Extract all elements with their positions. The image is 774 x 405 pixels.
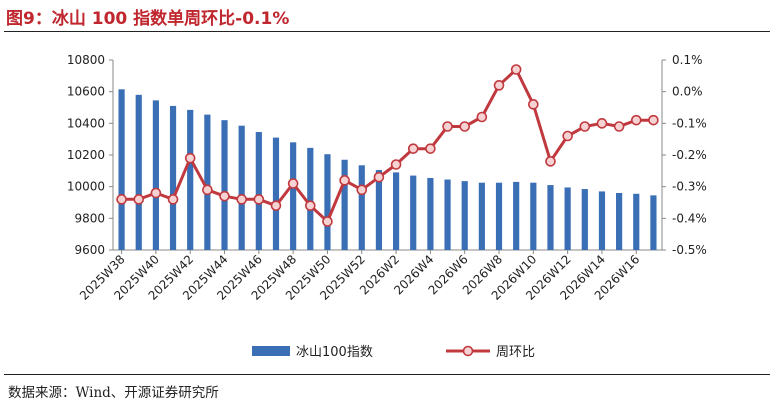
left-axis-tick-label: 10400 bbox=[67, 116, 105, 130]
left-axis-tick-label: 9600 bbox=[74, 243, 105, 257]
bar-2025W48 bbox=[290, 142, 297, 250]
point-2026W15 bbox=[613, 121, 625, 132]
source-rule bbox=[4, 374, 770, 375]
point-2025W39 bbox=[133, 194, 145, 205]
point-2026W2 bbox=[390, 159, 402, 170]
point-2026W3 bbox=[407, 143, 419, 154]
legend-label-wow: 周环比 bbox=[496, 345, 535, 360]
point-2026W6 bbox=[459, 121, 471, 132]
bar-2026W1 bbox=[375, 170, 383, 250]
bar-2026W16 bbox=[633, 193, 640, 250]
bar-2026W7 bbox=[478, 182, 485, 250]
point-2026W12 bbox=[562, 130, 573, 142]
x-axis-labels: 2025W382025W402025W422025W442025W462025W… bbox=[77, 252, 642, 303]
point-2026W11 bbox=[545, 156, 556, 167]
bar-2025W52 bbox=[358, 165, 365, 250]
bar-2026W12 bbox=[564, 187, 571, 250]
point-2025W52 bbox=[356, 184, 368, 196]
left-axis-tick-label: 10200 bbox=[67, 148, 105, 162]
bar-2026W6 bbox=[461, 181, 468, 250]
point-2025W42 bbox=[184, 152, 196, 164]
point-2026W16 bbox=[630, 114, 642, 126]
point-2025W40 bbox=[150, 187, 162, 199]
source-note: 数据来源：Wind、开源证券研究所 bbox=[8, 385, 219, 401]
point-2026W9 bbox=[510, 64, 522, 75]
point-2026W14 bbox=[596, 118, 608, 129]
bar-series bbox=[118, 89, 657, 251]
right-axis-tick-label: -0.3% bbox=[672, 180, 707, 194]
point-2026W5 bbox=[442, 121, 453, 132]
legend-swatch-marker bbox=[462, 345, 474, 357]
left-axis-tick-label: 10800 bbox=[67, 53, 105, 67]
point-2025W44 bbox=[219, 190, 230, 202]
point-2025W48 bbox=[287, 178, 299, 189]
point-2025W47 bbox=[270, 200, 282, 211]
bar-2025W41 bbox=[169, 105, 177, 251]
point-2026W4 bbox=[425, 143, 436, 154]
point-2026W10 bbox=[528, 99, 539, 110]
bar-2026W15 bbox=[616, 193, 623, 250]
point-2025W50 bbox=[322, 216, 333, 227]
bar-2025W40 bbox=[152, 100, 159, 250]
left-axis-tick-label: 10000 bbox=[67, 180, 105, 194]
bar-2025W38 bbox=[118, 89, 125, 251]
point-2025W45 bbox=[236, 194, 247, 205]
right-axis-tick-label: 0.1% bbox=[672, 53, 703, 67]
point-2025W38 bbox=[116, 194, 127, 205]
point-2025W51 bbox=[339, 175, 350, 186]
bar-2026W11 bbox=[547, 185, 554, 250]
right-axis-labels: 0.1% 0.0% -0.1% -0.2% -0.3% -0.4% -0.5% bbox=[672, 53, 707, 257]
legend: 冰山100指数 周环比 bbox=[252, 345, 535, 360]
bar-2025W51 bbox=[341, 159, 348, 250]
right-axis-tick-label: -0.4% bbox=[672, 211, 707, 225]
right-axis-tick-label: -0.5% bbox=[672, 243, 707, 257]
legend-label-index: 冰山100指数 bbox=[296, 345, 373, 360]
point-2025W49 bbox=[304, 200, 316, 211]
bar-2026W10 bbox=[530, 182, 537, 250]
bar-2026W17 bbox=[650, 195, 657, 250]
right-axis-tick-label: -0.2% bbox=[672, 148, 707, 162]
left-axis-tick-label: 10600 bbox=[67, 85, 105, 99]
right-axis-tick-label: -0.1% bbox=[672, 116, 707, 130]
line-series bbox=[116, 64, 659, 227]
chart-title: 图9：冰山 100 指数单周环比-0.1% bbox=[6, 9, 290, 29]
bar-2025W47 bbox=[272, 137, 280, 250]
bar-2026W14 bbox=[598, 191, 606, 250]
point-2026W7 bbox=[476, 111, 488, 123]
legend-swatch-index bbox=[252, 346, 290, 356]
bar-2026W8 bbox=[495, 182, 503, 250]
bar-2025W44 bbox=[221, 120, 228, 251]
bar-2025W46 bbox=[255, 132, 262, 250]
bar-2025W49 bbox=[307, 147, 314, 250]
point-2026W8 bbox=[493, 80, 505, 91]
bar-2025W42 bbox=[187, 109, 194, 250]
bar-2025W43 bbox=[204, 114, 211, 250]
title-rule bbox=[4, 31, 770, 32]
left-axis-tick-label: 9800 bbox=[74, 211, 105, 225]
bar-2026W3 bbox=[410, 175, 417, 250]
point-2025W41 bbox=[167, 194, 179, 205]
point-2026W17 bbox=[648, 114, 659, 126]
point-2026W1 bbox=[373, 171, 385, 183]
wow-line bbox=[121, 68, 654, 223]
bar-2026W13 bbox=[581, 189, 588, 250]
right-axis-tick-label: 0.0% bbox=[672, 85, 703, 99]
bar-2026W4 bbox=[427, 177, 434, 250]
bar-2026W2 bbox=[392, 172, 400, 250]
left-axis-labels: 10800 10600 10400 10200 10000 9800 9600 bbox=[67, 53, 105, 257]
point-2025W46 bbox=[253, 194, 265, 205]
point-2026W13 bbox=[579, 121, 591, 132]
bar-2025W39 bbox=[135, 94, 142, 250]
bar-2025W50 bbox=[324, 154, 331, 250]
bar-2026W5 bbox=[444, 179, 451, 250]
point-2025W43 bbox=[202, 184, 213, 196]
bar-2026W9 bbox=[513, 181, 520, 250]
bar-2025W45 bbox=[238, 125, 245, 250]
